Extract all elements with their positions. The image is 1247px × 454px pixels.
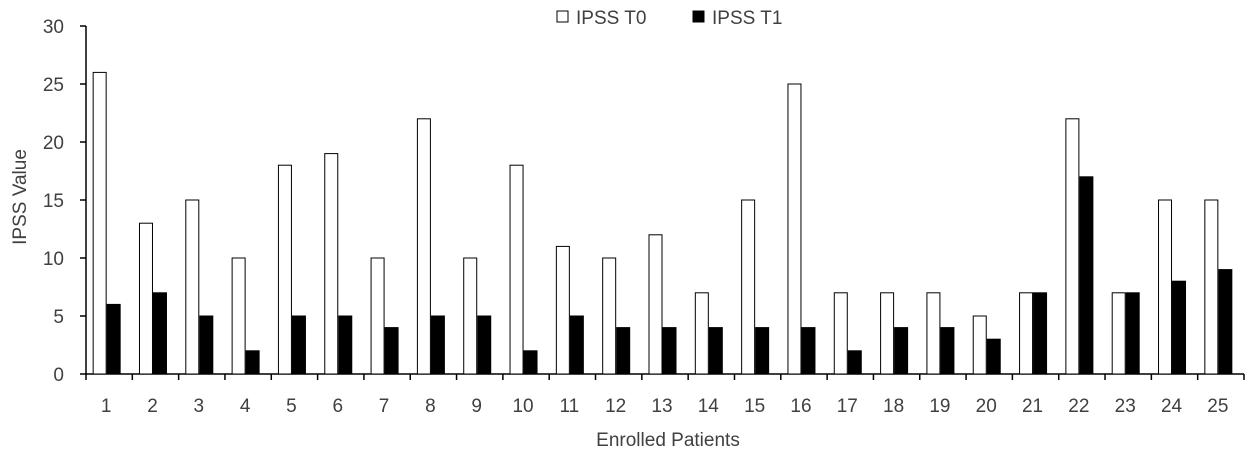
x-tick-label: 12 (605, 396, 626, 417)
x-tick-label: 19 (929, 396, 950, 417)
bar-ipss-t0 (602, 257, 617, 375)
bar-ipss-t1 (1079, 176, 1094, 375)
bar-ipss-t0 (926, 292, 941, 375)
y-tick-label: 25 (43, 75, 64, 96)
legend-label-t0: IPSS T0 (576, 8, 646, 29)
x-tick-label: 17 (837, 396, 858, 417)
bar-ipss-t0 (277, 164, 292, 375)
x-tick-label: 22 (1068, 396, 1089, 417)
bar-ipss-t0 (463, 257, 478, 375)
bar-ipss-t1 (152, 292, 167, 375)
bar-ipss-t0 (1019, 292, 1034, 375)
legend: IPSS T0 IPSS T1 (556, 8, 782, 29)
x-tick-label: 6 (332, 396, 343, 417)
bar-ipss-t0 (1065, 118, 1080, 375)
bar-ipss-t1 (384, 327, 399, 375)
bar-ipss-t1 (477, 315, 492, 375)
x-axis: 1 2 3 4 5 6 7 8 9 10 11 12 13 14 15 16 17 18 19 20 21 22 23 24 2… (85, 373, 1245, 417)
bar-ipss-t0 (509, 164, 524, 375)
x-tick-label: 16 (790, 396, 811, 417)
bar-ipss-t1 (1033, 292, 1048, 375)
x-tick-label: 7 (379, 396, 390, 417)
bar-ipss-t0 (1204, 199, 1219, 375)
bar-ipss-t0 (694, 292, 709, 375)
y-tick-label: 0 (53, 365, 64, 386)
bar-ipss-t0 (787, 83, 802, 375)
bar-ipss-t1 (847, 350, 862, 375)
bar-ipss-t0 (833, 292, 848, 375)
x-tick-label: 8 (425, 396, 436, 417)
bar-ipss-t1 (1172, 280, 1187, 375)
x-axis-title: Enrolled Patients (596, 430, 740, 451)
x-tick-label: 25 (1207, 396, 1228, 417)
y-tick-label: 15 (43, 191, 64, 212)
x-tick-label: 5 (286, 396, 297, 417)
bar-ipss-t1 (801, 327, 816, 375)
y-tick-label: 20 (43, 133, 64, 154)
x-tick-label: 1 (101, 396, 112, 417)
x-tick-label: 18 (883, 396, 904, 417)
bar-ipss-t1 (1218, 269, 1233, 375)
x-tick-label: 14 (698, 396, 720, 417)
bar-ipss-t1 (662, 327, 677, 375)
bar-ipss-t1 (523, 350, 538, 375)
bar-ipss-t1 (986, 338, 1001, 375)
bar-ipss-t1 (940, 327, 955, 375)
bar-ipss-t1 (755, 327, 770, 375)
bar-ipss-t1 (1125, 292, 1140, 375)
x-tick-label: 24 (1161, 396, 1183, 417)
x-tick-label: 4 (240, 396, 251, 417)
x-tick-label: 2 (147, 396, 158, 417)
bar-ipss-t0 (1111, 292, 1126, 375)
bar-ipss-t0 (416, 118, 431, 375)
bar-ipss-t1 (430, 315, 445, 375)
bar-ipss-t0 (185, 199, 200, 375)
x-tick-label: 21 (1022, 396, 1043, 417)
bar-ipss-t0 (370, 257, 385, 375)
bar-ipss-t1 (616, 327, 631, 375)
y-axis: 0 5 10 15 20 25 30 (43, 17, 87, 386)
bar-ipss-t0 (1158, 199, 1173, 375)
bar-ipss-t0 (231, 257, 246, 375)
legend-swatch-t0 (556, 10, 569, 23)
x-tick-label: 10 (512, 396, 533, 417)
bar-ipss-t1 (708, 327, 723, 375)
x-tick-label: 20 (976, 396, 997, 417)
y-axis-title: IPSS Value (10, 149, 31, 245)
legend-swatch-t1 (692, 10, 705, 23)
x-tick-label: 13 (651, 396, 672, 417)
bar-ipss-t1 (245, 350, 260, 375)
bar-ipss-t1 (199, 315, 214, 375)
bar-ipss-t1 (106, 303, 121, 375)
y-tick-label: 30 (43, 17, 64, 38)
bar-ipss-t0 (555, 245, 570, 375)
bar-ipss-t0 (741, 199, 756, 375)
bar-ipss-t0 (648, 234, 663, 375)
y-tick-label: 10 (43, 249, 64, 270)
bar-ipss-t1 (291, 315, 306, 375)
x-tick-label: 23 (1115, 396, 1136, 417)
x-tick-label: 11 (559, 396, 579, 417)
x-tick-label: 3 (194, 396, 205, 417)
y-tick-label: 5 (53, 307, 64, 328)
bar-ipss-t0 (92, 71, 107, 375)
bar-ipss-t1 (894, 327, 909, 375)
bar-ipss-t1 (569, 315, 584, 375)
x-tick-label: 9 (471, 396, 482, 417)
bar-ipss-t0 (880, 292, 895, 375)
legend-label-t1: IPSS T1 (712, 8, 782, 29)
bar-ipss-t0 (972, 315, 987, 375)
bars (92, 71, 1233, 375)
bar-ipss-t0 (324, 153, 339, 375)
bar-ipss-t1 (338, 315, 353, 375)
bar-ipss-t0 (138, 222, 153, 375)
x-tick-label: 15 (744, 396, 765, 417)
